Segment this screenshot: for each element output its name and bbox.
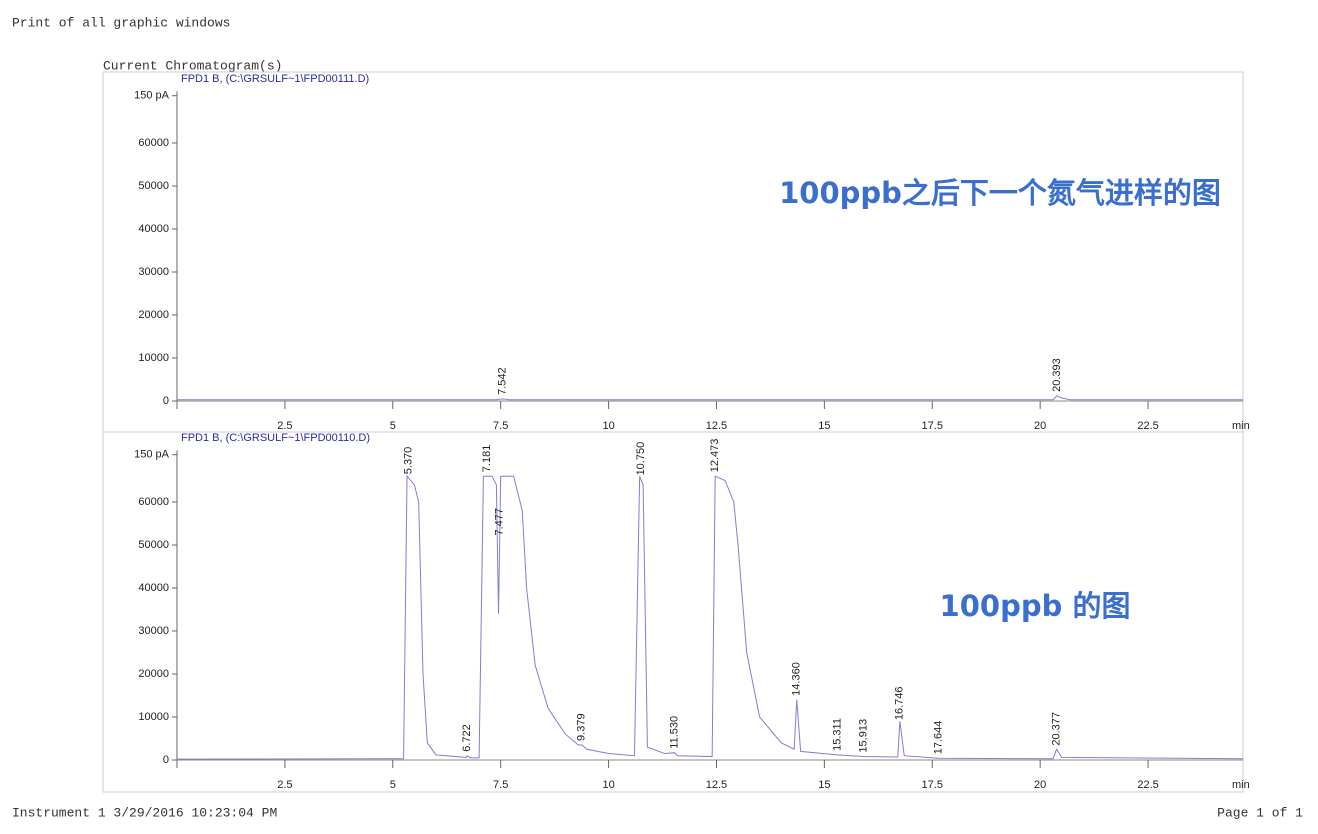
x-tick-label: 22.5 bbox=[1137, 779, 1158, 791]
x-tick-label: 12.5 bbox=[706, 779, 727, 791]
y-tick-label: 0 bbox=[163, 754, 169, 766]
x-tick-label: 20 bbox=[1034, 779, 1046, 791]
peak-label: 20.377 bbox=[1050, 712, 1062, 746]
peak-label: 12.473 bbox=[709, 439, 721, 473]
x-axis-label: min bbox=[1232, 779, 1250, 791]
peak-label: 5.370 bbox=[403, 447, 415, 475]
peak-label: 11.530 bbox=[669, 716, 681, 749]
panel-title: FPD1 B, (C:\GRSULF~1\FPD00111.D) bbox=[181, 73, 369, 85]
chromatogram-trace bbox=[176, 474, 1244, 760]
x-tick-label: 2.5 bbox=[277, 420, 292, 432]
annotation: 100ppb 的图 bbox=[940, 589, 1131, 623]
y-tick-label: 60000 bbox=[138, 137, 169, 149]
y-tick-label: 40000 bbox=[138, 582, 169, 594]
footer-left: Instrument 1 3/29/2016 10:23:04 PM bbox=[12, 805, 277, 820]
peak-label: 9.379 bbox=[576, 713, 588, 741]
y-tick-label: 20000 bbox=[138, 309, 169, 321]
x-tick-label: 12.5 bbox=[706, 420, 727, 432]
x-axis-label: min bbox=[1232, 420, 1250, 432]
section-title: Current Chromatogram(s) bbox=[103, 58, 282, 73]
x-tick-label: 10 bbox=[602, 420, 614, 432]
x-tick-label: 2.5 bbox=[277, 779, 292, 791]
peak-label: 15.311 bbox=[832, 718, 844, 751]
y-tick-label: 60000 bbox=[138, 496, 169, 508]
y-tick-label: 50000 bbox=[138, 180, 169, 192]
y-tick-label: 40000 bbox=[138, 223, 169, 235]
peak-label: 20.393 bbox=[1051, 358, 1063, 392]
y-tick-label: 10000 bbox=[138, 352, 169, 364]
peak-label: 16.746 bbox=[894, 686, 906, 720]
x-tick-label: 5 bbox=[390, 420, 396, 432]
footer-right: Page 1 of 1 bbox=[1217, 805, 1303, 820]
peak-label: 17.644 bbox=[932, 721, 944, 755]
y-tick-label: 20000 bbox=[138, 668, 169, 680]
chromatogram-trace bbox=[177, 395, 1243, 401]
annotation: 100ppb之后下一个氮气进样的图 bbox=[779, 176, 1221, 210]
y-tick-label: 30000 bbox=[138, 266, 169, 278]
x-tick-label: 15 bbox=[818, 420, 830, 432]
x-tick-label: 5 bbox=[390, 779, 396, 791]
peak-label: 10.750 bbox=[635, 442, 647, 476]
y-tick-label: 10000 bbox=[138, 711, 169, 723]
y-tick-label: 50000 bbox=[138, 539, 169, 551]
x-tick-label: 7.5 bbox=[493, 779, 508, 791]
panel-title: FPD1 B, (C:\GRSULF~1\FPD00110.D) bbox=[181, 432, 370, 444]
y-tick-label: 0 bbox=[163, 395, 169, 407]
peak-label: 7.542 bbox=[496, 367, 508, 395]
x-tick-label: 20 bbox=[1034, 420, 1046, 432]
y-tick-label: 30000 bbox=[138, 625, 169, 637]
peak-label: 7.181 bbox=[481, 445, 493, 473]
print-title: Print of all graphic windows bbox=[12, 15, 230, 30]
peak-label: 7.477 bbox=[494, 508, 506, 536]
x-tick-label: 7.5 bbox=[493, 420, 508, 432]
peak-label: 15.913 bbox=[858, 719, 870, 753]
y-tick-label: 150 pA bbox=[134, 90, 170, 102]
x-tick-label: 10 bbox=[602, 779, 614, 791]
x-tick-label: 17.5 bbox=[922, 420, 943, 432]
x-tick-label: 22.5 bbox=[1137, 420, 1158, 432]
x-tick-label: 15 bbox=[818, 779, 830, 791]
y-tick-label: 150 pA bbox=[134, 449, 170, 461]
peak-label: 14.360 bbox=[791, 662, 803, 696]
peak-label: 6.722 bbox=[461, 724, 473, 752]
x-tick-label: 17.5 bbox=[922, 779, 943, 791]
